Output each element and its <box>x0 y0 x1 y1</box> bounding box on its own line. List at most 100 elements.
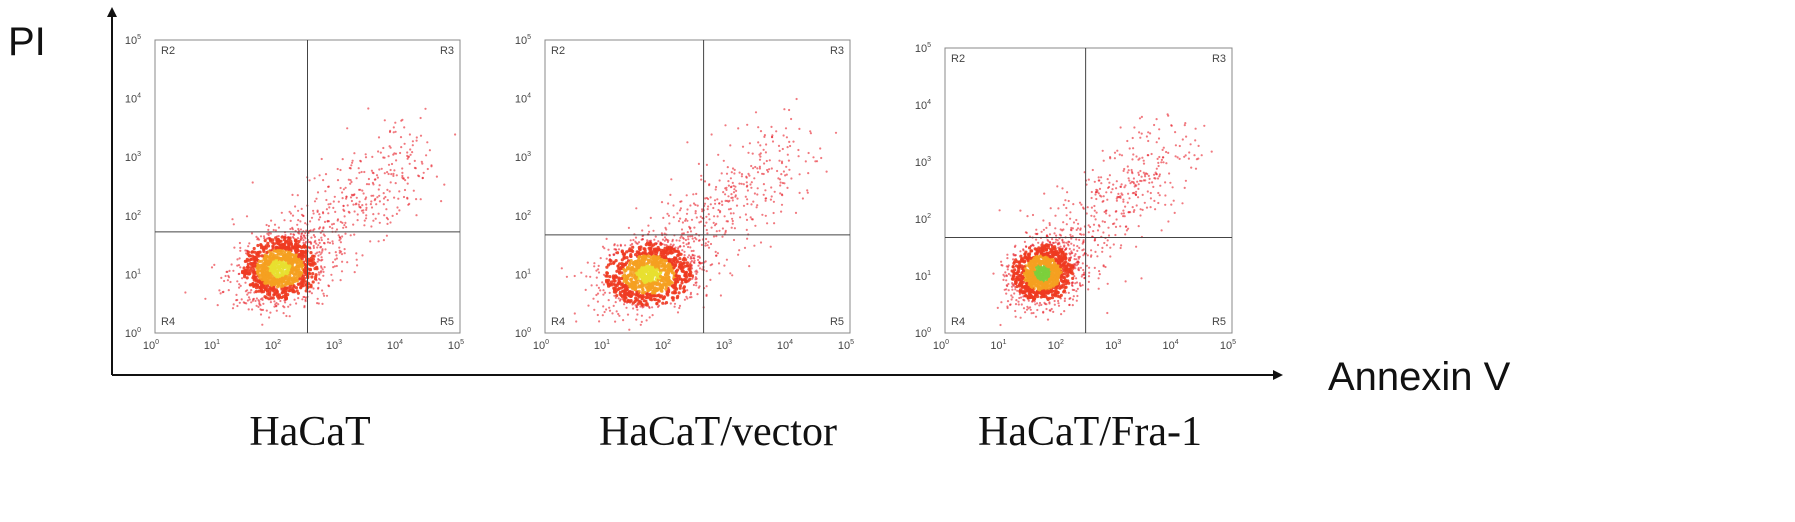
event-dot <box>261 308 265 311</box>
event-dot <box>1080 203 1083 206</box>
event-dot <box>664 273 668 277</box>
event-dot <box>663 239 667 242</box>
event-dot <box>770 167 773 170</box>
event-dot <box>376 176 379 179</box>
event-dot <box>756 171 760 174</box>
event-dot <box>393 196 396 199</box>
event-dot <box>1011 283 1014 286</box>
tick-base: 10 <box>125 328 137 340</box>
event-dot <box>1113 157 1116 160</box>
event-dot <box>745 228 748 231</box>
event-dot <box>385 234 388 237</box>
event-dot <box>310 236 313 239</box>
event-dot <box>630 248 634 252</box>
event-dot <box>272 289 276 293</box>
tick-exponent: 4 <box>527 93 531 100</box>
event-dot <box>1092 223 1096 226</box>
event-dot <box>1048 223 1051 227</box>
event-dot <box>1137 171 1140 174</box>
event-dot <box>620 263 625 267</box>
event-dot <box>339 241 342 244</box>
event-dot <box>672 247 676 251</box>
event-dot <box>1094 250 1097 253</box>
event-dot <box>725 220 728 223</box>
event-dot <box>1176 156 1179 159</box>
event-dot <box>252 268 256 272</box>
event-dot <box>1197 157 1200 160</box>
event-dot <box>674 269 678 273</box>
event-dot <box>667 214 671 217</box>
y-tick-label: 103 <box>915 156 931 169</box>
event-dot <box>779 192 782 195</box>
event-dot <box>749 183 752 186</box>
x-tick-label: 104 <box>387 339 403 352</box>
event-dot <box>625 287 629 291</box>
x-tick-label: 102 <box>655 339 671 352</box>
event-dot <box>1113 151 1117 154</box>
event-dot <box>364 198 367 201</box>
event-dot <box>1026 256 1030 260</box>
event-dot <box>246 293 249 296</box>
event-dot <box>272 266 276 270</box>
event-dot <box>1124 225 1127 228</box>
event-dot <box>389 221 392 224</box>
event-dot <box>695 238 698 241</box>
event-dot <box>618 314 621 317</box>
event-dot <box>627 263 632 267</box>
event-dot <box>284 282 288 286</box>
event-dot <box>382 156 385 159</box>
event-dot <box>674 246 677 249</box>
event-dot <box>748 174 751 177</box>
x-tick-label: 100 <box>143 339 159 352</box>
event-dot <box>615 310 618 313</box>
event-dot <box>348 211 351 214</box>
event-dot <box>321 302 324 305</box>
event-dot <box>299 263 303 267</box>
event-dot <box>320 251 323 254</box>
event-dot <box>655 302 659 306</box>
event-dot <box>1045 274 1049 278</box>
event-dot <box>1060 284 1064 288</box>
event-dot <box>748 265 751 268</box>
event-dot <box>401 174 404 177</box>
event-dot <box>676 294 680 298</box>
event-dot <box>277 296 281 300</box>
event-dot <box>271 245 275 249</box>
event-dot <box>1026 215 1029 218</box>
event-dot <box>1115 180 1118 183</box>
event-dot <box>624 296 628 300</box>
event-dot <box>1156 177 1160 180</box>
event-dot <box>724 193 727 196</box>
event-dot <box>759 155 762 158</box>
event-dot <box>302 239 305 242</box>
event-dot <box>289 227 292 231</box>
event-dot <box>643 273 647 277</box>
event-dot <box>270 257 274 261</box>
event-dot <box>608 275 612 279</box>
event-dot <box>606 278 611 282</box>
event-dot <box>764 151 768 154</box>
event-dot <box>611 312 614 315</box>
event-dot <box>301 298 304 301</box>
event-dot <box>406 182 409 185</box>
event-dot <box>614 301 617 304</box>
event-dot <box>238 241 241 245</box>
event-dot <box>1083 271 1086 274</box>
event-dot <box>1044 281 1048 285</box>
event-dot <box>1027 307 1030 310</box>
event-dot <box>344 186 347 189</box>
event-dot <box>742 204 746 207</box>
event-dot <box>1025 231 1028 234</box>
event-dot <box>691 235 694 238</box>
event-dot <box>1009 303 1012 306</box>
event-dot <box>587 304 590 307</box>
event-dot <box>661 253 665 257</box>
event-dot <box>323 220 327 223</box>
event-dot <box>657 293 661 297</box>
event-dot <box>660 232 664 235</box>
event-dot <box>671 246 674 249</box>
event-dot <box>715 230 718 233</box>
event-dot <box>383 172 386 175</box>
event-dot <box>764 214 767 217</box>
event-dot <box>1095 197 1098 201</box>
